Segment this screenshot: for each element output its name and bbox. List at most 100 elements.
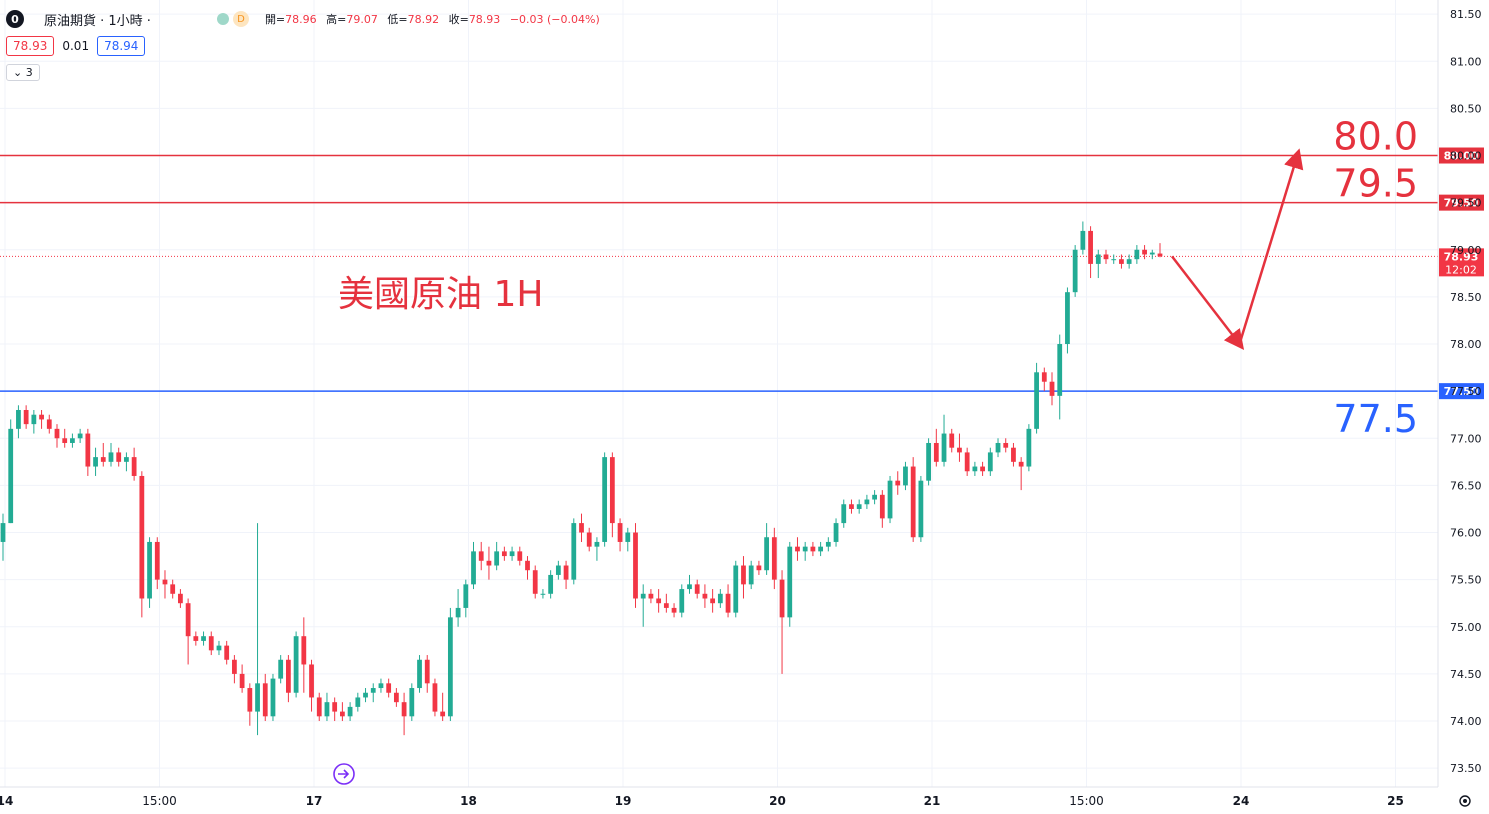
x-tick-label: 20 [769,794,786,808]
candle-body [262,683,268,717]
candle-body [139,475,145,599]
candle-body [725,593,731,613]
candle [625,527,631,552]
quote-panel: 78.93 0.01 78.94 [6,36,146,56]
candle [401,692,407,736]
candle [879,490,885,528]
candle-body [23,409,29,425]
candle-body [1157,253,1163,257]
candle [617,518,623,552]
candle [471,541,476,590]
candle-body [663,603,669,608]
candle [957,433,962,462]
y-tick-label: 74.00 [1450,715,1482,728]
candle-body [980,466,985,472]
candle [995,438,1001,458]
candle-body [949,433,955,448]
candle [62,428,68,448]
candle [1041,367,1047,392]
change-value: −0.03 (−0.04%) [509,13,600,26]
candle-body [463,584,469,608]
x-tick-label: 18 [460,794,477,808]
sell-price[interactable]: 78.93 [6,36,55,56]
candle [301,617,307,693]
candle [1018,457,1024,491]
candle-body [0,523,6,542]
x-tick-label: 15:00 [142,794,177,808]
replay-icon[interactable] [333,763,355,785]
candle-body [833,523,839,542]
countdown-label: 12:02 [1445,263,1477,276]
candle-body [278,659,284,679]
y-tick-label: 75.50 [1450,574,1482,587]
buy-price[interactable]: 78.94 [97,36,146,56]
candle [108,442,114,467]
candle-body [1065,292,1070,345]
level-axis-label: 77.50 [1444,385,1479,398]
candle [787,541,793,627]
candle-body [154,541,160,580]
candle [193,631,199,646]
candle-body [926,442,931,481]
settings-icon[interactable] [1459,795,1471,807]
candle-body [972,466,978,472]
candle-body [455,607,461,618]
candle [501,546,507,561]
candle-body [193,636,199,641]
candle-body [8,428,14,524]
spread-value: 0.01 [62,39,90,53]
candle [548,570,554,599]
candle-body [779,579,785,618]
candle [872,490,877,505]
candle-body [1041,372,1047,382]
price-axis[interactable]: 73.50 74.00 74.50 75.00 75.50 76.00 76.50 77.00… [1437,0,1482,787]
candle [771,527,777,590]
level-axis-badge [1439,383,1484,400]
candlestick-series [0,221,1163,736]
candle-body [224,645,230,660]
candle-body [617,523,623,542]
candle [887,475,893,524]
candle-body [679,589,685,613]
candle [432,678,438,717]
candle [1126,254,1132,269]
candle [224,640,230,665]
candle [486,546,492,580]
candle-body [208,636,214,651]
candle-body [124,457,129,462]
candle [1026,424,1032,472]
level-label: 79.5 [1333,162,1418,206]
y-tick-label: 74.50 [1450,668,1482,681]
candle-body [555,565,561,575]
candle-body [309,664,314,698]
candle-body [609,457,615,524]
candle [926,438,931,486]
candle [1095,249,1101,279]
candle-body [540,593,546,595]
symbol-title[interactable]: 原油期貨 · 1小時 · [44,13,151,29]
candle [517,546,523,566]
candle-body [1088,230,1093,264]
candle [540,589,546,599]
candle-body [864,499,870,505]
indicators-toggle[interactable]: ⌄ 3 [6,64,40,81]
candle [509,546,515,561]
chevron-down-icon: ⌄ [13,66,23,79]
candle [633,523,638,608]
candle [154,537,160,590]
candle [409,683,415,722]
candle-body [46,419,52,429]
candle [440,692,446,722]
candle [178,589,183,608]
candle-body [247,688,253,712]
candle-body [440,711,446,717]
candle-body [1049,381,1055,396]
candle-body [933,442,939,462]
candle [1049,372,1055,406]
candle-body [70,438,75,443]
candle-body [810,546,816,552]
delayed-badge[interactable]: D [232,11,249,27]
